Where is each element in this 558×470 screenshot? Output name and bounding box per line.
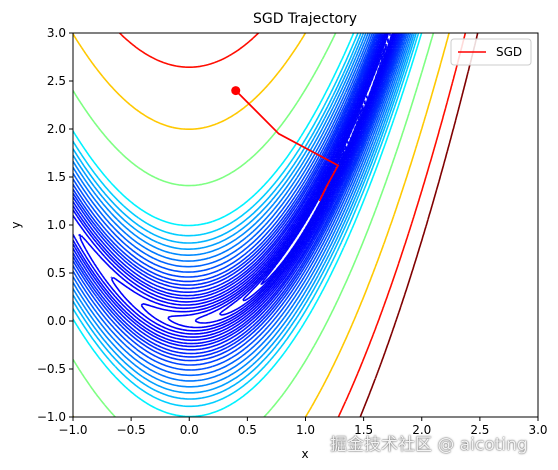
contour-level-7 [78,33,398,338]
contour-level-23 [73,33,423,417]
y-axis-ticks: −1.0 −0.5 0.0 0.5 1.0 1.5 2.0 2.5 3.0 [37,26,73,424]
contour-level-9 [73,33,400,345]
contour-level-24 [73,33,435,417]
y-tick-label: 3.0 [47,26,66,40]
contour-level-26 [119,33,467,417]
sgd-trajectory [231,86,340,202]
start-point-marker [231,86,241,96]
watermark: 掘金技术社区 @ aicoting [330,435,528,455]
contour-level-11 [73,33,402,351]
contour-level-22 [73,33,420,408]
x-tick-label: 2.5 [470,423,489,437]
contour-level-19 [73,33,414,388]
legend-box [450,38,532,66]
y-tick-label: 1.0 [47,218,66,232]
x-tick-label: 2.0 [412,423,431,437]
contour-level-2 [219,33,391,316]
y-tick-label: 1.5 [47,170,66,184]
contour-level-15 [73,33,407,366]
contour-level-13 [73,33,404,358]
y-tick-label: 2.5 [47,74,66,88]
contour-level-6 [110,33,397,335]
y-tick-label: 0.5 [47,266,66,280]
contour-level-3 [194,33,394,324]
contour-level-8 [73,33,399,342]
contour-level-20 [73,33,416,394]
contour-level-14 [73,33,405,362]
y-tick-label: 2.0 [47,122,66,136]
x-axis-label: x [301,447,308,461]
y-axis-label: y [9,221,23,228]
x-tick-label: 3.0 [528,423,547,437]
contour-level-17 [73,33,410,377]
legend-label-sgd: SGD [496,45,522,59]
y-tick-label: −1.0 [37,410,66,424]
contour-level-4 [167,33,395,329]
contour-level-12 [73,33,403,355]
contour-lines [73,33,479,417]
legend: SGD [450,38,532,66]
chart-title: SGD Trajectory [253,11,357,27]
contour-level-10 [73,33,401,348]
contour-level-1 [242,95,368,302]
x-axis-ticks: −1.0 −0.5 0.0 0.5 1.0 1.5 2.0 2.5 3.0 [58,417,548,437]
x-tick-label: 0.5 [238,423,257,437]
contour-level-16 [73,33,408,371]
contour-level-5 [140,33,396,332]
y-tick-label: −0.5 [37,362,66,376]
series-line-0 [235,90,340,202]
x-tick-label: 1.0 [296,423,315,437]
x-tick-label: −1.0 [58,423,87,437]
x-tick-label: 0.0 [180,423,199,437]
contour-level-18 [73,33,412,382]
x-tick-label: −0.5 [117,423,146,437]
contour-level-21 [73,33,417,400]
y-tick-label: 0.0 [47,314,66,328]
x-tick-label: 1.5 [354,423,373,437]
